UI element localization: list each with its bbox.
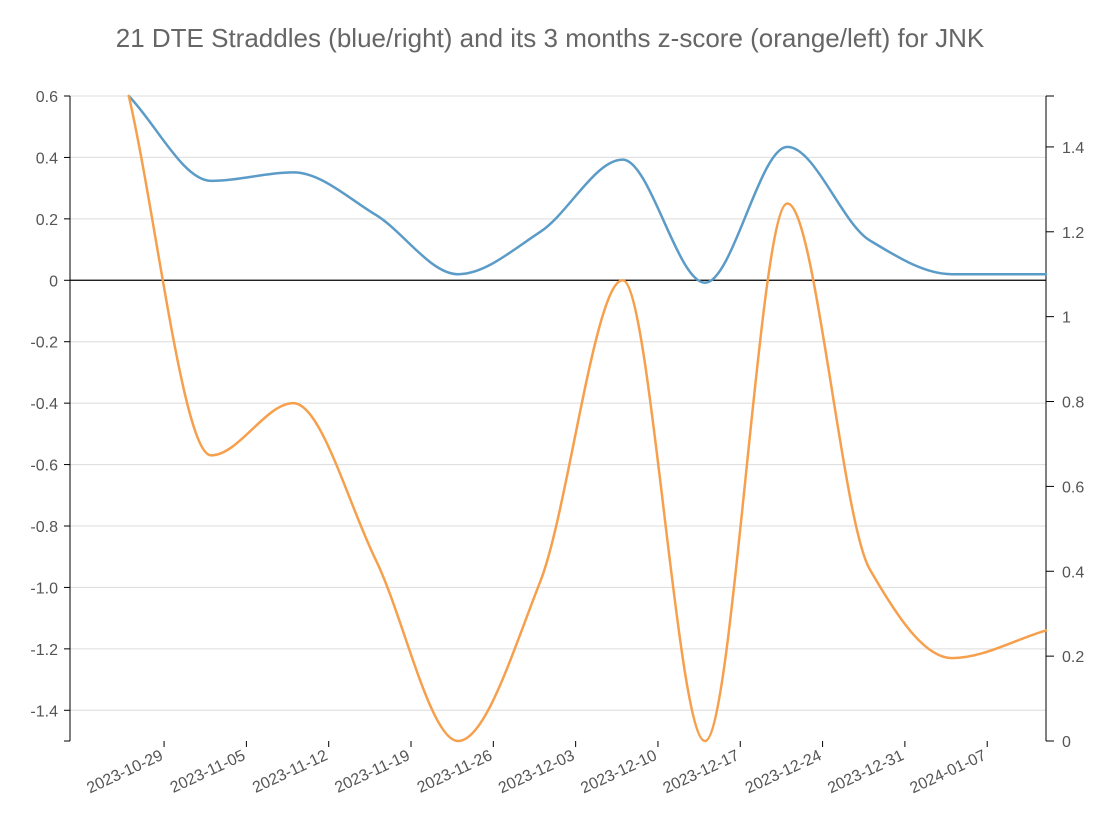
x-tick-label: 2023-12-31 — [825, 747, 906, 797]
x-tick-label: 2023-12-10 — [578, 747, 659, 797]
y-left-tick-label: 0.2 — [36, 212, 58, 229]
chart-title: 21 DTE Straddles (blue/right) and its 3 … — [116, 23, 985, 53]
x-tick-label: 2023-12-17 — [661, 747, 742, 797]
y-right-tick-label: 0.8 — [1062, 395, 1084, 412]
y-left-tick-label: 0 — [49, 273, 58, 290]
y-left-tick-label: 0.6 — [36, 89, 58, 106]
x-tick-label: 2023-10-29 — [84, 747, 165, 797]
y-right-tick-label: 1.2 — [1062, 225, 1084, 242]
y-right-tick-label: 0 — [1062, 734, 1071, 751]
x-tick-label: 2023-12-24 — [743, 747, 824, 797]
y-left-tick-label: -1.4 — [30, 703, 58, 720]
y-left-tick-label: 0.4 — [36, 150, 58, 167]
series-layer — [127, 94, 1048, 743]
zscore-series-line — [127, 94, 1048, 743]
x-tick-label: 2023-12-03 — [496, 747, 577, 797]
y-left-tick-label: -0.2 — [30, 335, 58, 352]
straddle-series-line — [127, 94, 1048, 284]
y-right-tick-label: 0.6 — [1062, 479, 1084, 496]
y-left-tick-label: -1.2 — [30, 642, 58, 659]
y-right-tick-label: 1.4 — [1062, 140, 1084, 157]
x-tick-label: 2023-11-05 — [168, 747, 248, 797]
axes-layer: 0.6 0.4 0.2 0 -0.2 -0.4 -0.6 -0.8 -1.0 -1.2 -1.4 1.… — [30, 89, 1084, 797]
y-left-tick-label: -0.6 — [30, 458, 58, 475]
x-tick-label: 2023-11-19 — [332, 747, 412, 797]
grid-layer — [70, 95, 1046, 711]
y-right-tick-label: 1 — [1062, 310, 1071, 327]
x-tick-label: 2023-11-26 — [415, 747, 495, 797]
y-right-tick-label: 0.2 — [1062, 649, 1084, 666]
y-left-tick-label: -1.0 — [30, 580, 58, 597]
x-tick-label: 2023-11-12 — [250, 747, 330, 797]
y-right-tick-label: 0.4 — [1062, 564, 1084, 581]
y-left-tick-label: -0.8 — [30, 519, 58, 536]
x-tick-label: 2024-01-07 — [908, 747, 989, 797]
y-left-tick-label: -0.4 — [30, 396, 58, 413]
